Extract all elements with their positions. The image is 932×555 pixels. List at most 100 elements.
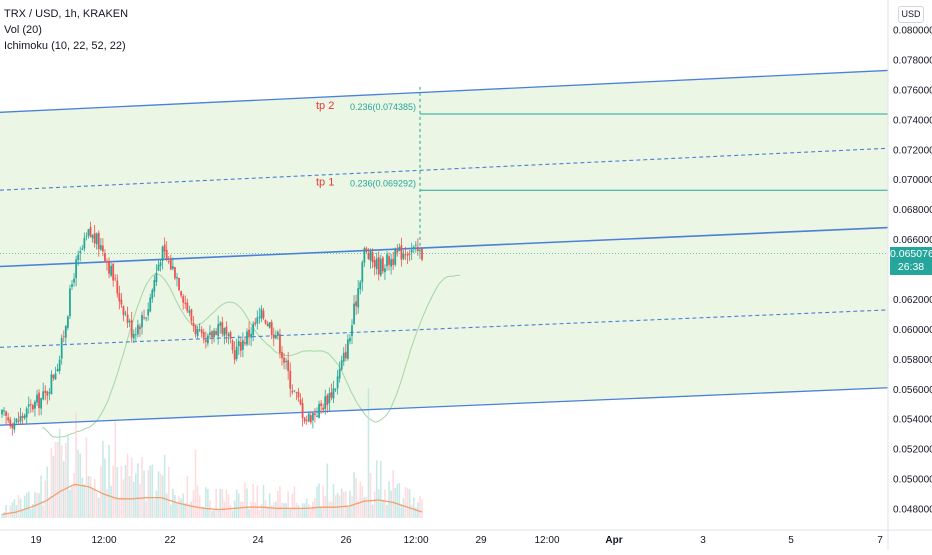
candle-body (365, 248, 368, 252)
candle-body (252, 323, 255, 336)
candle-body (27, 404, 30, 407)
candle-body (260, 308, 263, 319)
candle-body (239, 342, 242, 351)
candle-body (25, 408, 28, 418)
volume-bar (112, 465, 114, 518)
x-tick-label: 22 (164, 535, 176, 546)
volume-bar (295, 502, 298, 518)
candle-body (180, 291, 183, 296)
volume-bar (77, 449, 79, 518)
candle-body (262, 310, 265, 319)
volume-bar (256, 485, 259, 518)
volume-bar (254, 502, 257, 518)
candle-body (149, 297, 152, 312)
candle-body (227, 334, 230, 336)
candle-body (5, 411, 8, 416)
volume-bar (235, 489, 238, 518)
candle-body (17, 420, 20, 422)
candle-body (97, 232, 100, 249)
candle-body (338, 368, 341, 379)
volume-bar (380, 460, 382, 518)
countdown-timer: 26:38 (897, 261, 925, 273)
fib-level-label-tp1: 0.236(0.069292) (350, 178, 416, 188)
candle-body (351, 325, 353, 337)
volume-bar (299, 508, 302, 518)
volume-bar (318, 483, 320, 518)
volume-bar (147, 470, 149, 518)
x-tick-label: 12:00 (91, 535, 116, 546)
volume-bar (44, 480, 47, 518)
candle-body (81, 248, 84, 250)
candle-body (44, 390, 47, 393)
candle-body (241, 340, 244, 350)
volume-bar (139, 483, 141, 518)
candle-body (196, 329, 199, 337)
candle-body (379, 259, 382, 276)
candle-body (136, 324, 139, 335)
symbol-label[interactable]: TRX / USD, 1h, KRAKEN (4, 8, 129, 20)
y-tick-label: 0.070000 (893, 175, 932, 186)
y-tick-label: 0.062000 (893, 295, 932, 306)
candle-body (287, 360, 290, 372)
volume-bar (157, 471, 160, 518)
candle-body (83, 237, 86, 249)
candle-body (11, 424, 14, 429)
candle-body (342, 352, 345, 362)
y-tick-label: 0.060000 (893, 325, 932, 336)
candle-body (363, 248, 366, 263)
candle-body (31, 404, 34, 410)
volume-bar (38, 493, 40, 518)
candle-body (171, 266, 174, 269)
volume-bar (13, 499, 16, 518)
candle-body (318, 403, 320, 418)
candle-body (211, 331, 213, 338)
candle-body (361, 262, 364, 283)
candle-body (237, 341, 240, 347)
candle-body (390, 259, 393, 267)
volume-bar (202, 507, 205, 518)
volume-bar (322, 485, 324, 518)
volume-bar (11, 502, 14, 518)
candle-body (184, 302, 187, 304)
volume-bar (213, 510, 215, 518)
x-tick-label: 5 (788, 535, 794, 546)
candle-body (42, 391, 45, 400)
volume-bar (108, 444, 110, 518)
volume-bar (363, 497, 366, 518)
currency-button[interactable]: USD (898, 6, 924, 23)
volume-bar (145, 501, 147, 518)
volume-indicator-label[interactable]: Vol (20) (4, 24, 42, 36)
volume-bar (264, 499, 267, 518)
volume-bar (149, 465, 152, 518)
volume-bar (27, 491, 30, 518)
candle-body (147, 309, 150, 316)
candle-body (320, 403, 323, 407)
candle-body (281, 351, 283, 359)
candle-body (332, 388, 335, 399)
volume-bar (5, 505, 7, 518)
candle-body (36, 394, 38, 403)
candle-body (421, 248, 423, 260)
volume-bar (81, 477, 84, 518)
candle-body (134, 334, 137, 336)
volume-bar (110, 485, 112, 518)
candle-body (336, 376, 339, 389)
candle-body (77, 254, 80, 261)
volume-bar (357, 500, 359, 518)
volume-bar (404, 486, 407, 518)
volume-bar (186, 476, 189, 518)
volume-bar (336, 493, 339, 518)
candle-body (19, 415, 22, 422)
volume-bar (196, 485, 199, 518)
candle-body (151, 289, 154, 299)
candle-body (404, 254, 407, 256)
ichimoku-indicator-label[interactable]: Ichimoku (10, 22, 52, 22) (4, 40, 126, 52)
candle-body (95, 233, 98, 245)
volume-bar (312, 501, 314, 518)
volume-bar (371, 504, 374, 518)
candle-body (15, 418, 18, 423)
volume-bar (172, 488, 174, 518)
volume-bar (128, 476, 131, 518)
